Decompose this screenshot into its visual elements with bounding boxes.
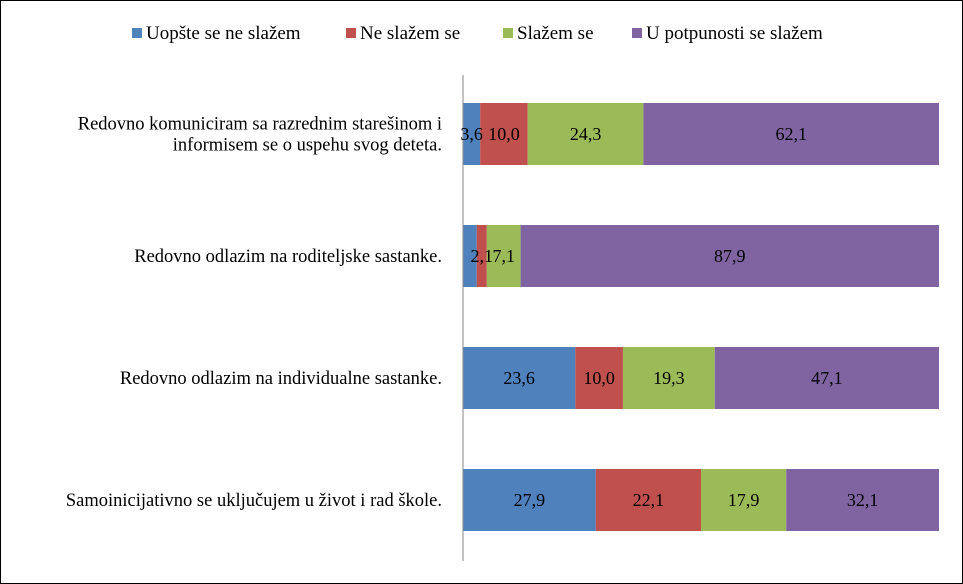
- data-label-cat2-series3: 7,1: [492, 246, 515, 266]
- legend-label-4: U potpunosti se slažem: [646, 23, 823, 44]
- data-label-cat1-series1: 3,6: [460, 124, 483, 144]
- data-label-cat4-series3: 17,9: [728, 490, 760, 510]
- legend-label-3: Slažem se: [517, 23, 594, 44]
- bar-segment-cat1-series3: [527, 103, 644, 165]
- bar-segment-cat4-series4: [786, 469, 939, 531]
- data-label-cat3-series2: 10,0: [583, 368, 615, 388]
- bar-segment-cat3-series2: [575, 347, 623, 409]
- legend-label-1: Uopšte se ne slažem: [146, 23, 301, 44]
- bar-segment-cat3-series4: [714, 347, 939, 409]
- data-label-cat4-series2: 22,1: [633, 490, 665, 510]
- bar-segment-cat1-series2: [480, 103, 528, 165]
- category-label-3: Redovno odlazim na individualne sastanke…: [120, 369, 442, 389]
- data-label-cat4-series4: 32,1: [847, 490, 879, 510]
- category-label-2: Redovno odlazim na roditeljske sastanke.: [134, 247, 442, 267]
- data-label-cat4-series1: 27,9: [514, 490, 546, 510]
- bar-segment-cat4-series2: [595, 469, 701, 531]
- legend-swatch-3: [503, 28, 513, 38]
- bar-segment-cat1-series4: [643, 103, 939, 165]
- data-label-cat3-series1: 23,6: [503, 368, 535, 388]
- data-label-cat3-series3: 19,3: [653, 368, 685, 388]
- data-label-cat1-series4: 62,1: [775, 124, 807, 144]
- legend: Uopšte se ne slažem Ne slažem se Slažem se…: [132, 23, 823, 44]
- legend-swatch-1: [132, 28, 142, 38]
- legend-label-2: Ne slažem se: [360, 23, 460, 44]
- category-labels: Redovno komuniciram sa razrednim stareši…: [66, 115, 442, 512]
- legend-swatch-4: [632, 28, 642, 38]
- data-label-cat3-series4: 47,1: [811, 368, 843, 388]
- bars: [463, 103, 939, 531]
- bar-segment-cat4-series1: [463, 469, 596, 531]
- data-label-cat2-series2: 2,1: [471, 246, 494, 266]
- data-label-cat1-series2: 10,0: [488, 124, 520, 144]
- bar-segment-cat3-series3: [622, 347, 715, 409]
- bar-segment-cat2-series4: [520, 225, 939, 287]
- category-label-4: Samoinicijativno se uključujem u život i…: [66, 491, 442, 511]
- bar-segment-cat3-series1: [463, 347, 576, 409]
- bar-segment-cat4-series3: [701, 469, 787, 531]
- data-label-cat2-series4: 87,9: [714, 246, 746, 266]
- legend-swatch-2: [346, 28, 356, 38]
- bar-segment-cat1-series1: [463, 103, 481, 165]
- data-label-cat1-series3: 24,3: [570, 124, 602, 144]
- bar-segment-cat2-series2: [476, 225, 487, 287]
- category-label-1-line-2: informisem se o uspehu svog deteta.: [173, 136, 442, 156]
- category-label-1-line-1: Redovno komuniciram sa razrednim stareši…: [78, 115, 442, 135]
- data-labels: 3,6 10,0 24,3 62,12,1 7,1 87,923,6 10,0 19,3 47,…: [460, 124, 878, 510]
- bar-segment-cat2-series1: [463, 225, 477, 287]
- bar-segment-cat2-series3: [486, 225, 521, 287]
